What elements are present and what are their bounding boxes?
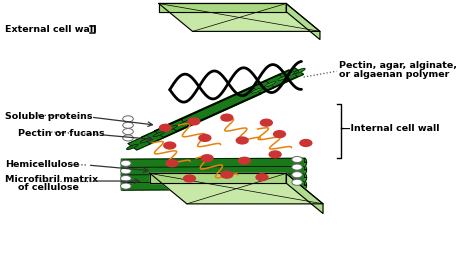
Circle shape <box>120 176 131 182</box>
Circle shape <box>292 172 302 178</box>
Polygon shape <box>180 121 191 126</box>
Circle shape <box>188 119 200 125</box>
Text: or algaenan polymer: or algaenan polymer <box>339 69 449 78</box>
Circle shape <box>159 125 171 132</box>
Polygon shape <box>141 82 274 144</box>
Circle shape <box>123 135 133 141</box>
Polygon shape <box>166 126 178 131</box>
Polygon shape <box>150 174 323 204</box>
Polygon shape <box>121 167 123 175</box>
Circle shape <box>201 155 213 162</box>
Text: Pectin, agar, alginate,: Pectin, agar, alginate, <box>339 61 457 70</box>
Polygon shape <box>251 89 263 94</box>
Polygon shape <box>159 5 286 12</box>
Polygon shape <box>264 82 276 88</box>
Circle shape <box>238 158 250 165</box>
Circle shape <box>292 164 302 170</box>
Polygon shape <box>278 76 289 81</box>
Circle shape <box>120 183 131 189</box>
Text: Soluble proteins: Soluble proteins <box>5 111 92 120</box>
Circle shape <box>236 137 248 144</box>
Polygon shape <box>286 174 323 214</box>
Circle shape <box>120 161 131 167</box>
Circle shape <box>221 115 233 122</box>
Circle shape <box>256 174 268 181</box>
Circle shape <box>260 120 272 127</box>
Polygon shape <box>121 166 305 175</box>
Circle shape <box>166 160 178 167</box>
Circle shape <box>183 175 195 182</box>
Polygon shape <box>305 181 307 189</box>
Polygon shape <box>153 132 164 137</box>
Circle shape <box>199 135 211 142</box>
Polygon shape <box>159 5 320 32</box>
Circle shape <box>300 140 312 147</box>
Polygon shape <box>168 71 297 132</box>
Circle shape <box>123 116 133 122</box>
Polygon shape <box>121 175 123 183</box>
Text: of cellulose: of cellulose <box>18 183 79 192</box>
Circle shape <box>292 180 302 186</box>
Polygon shape <box>121 160 123 168</box>
Polygon shape <box>287 71 299 76</box>
Polygon shape <box>305 158 307 167</box>
Polygon shape <box>155 75 288 138</box>
Polygon shape <box>294 69 305 74</box>
Text: Microfibril matrix: Microfibril matrix <box>5 174 98 183</box>
Circle shape <box>221 172 233 178</box>
Text: Hemicellulose: Hemicellulose <box>5 159 80 168</box>
Polygon shape <box>128 88 261 150</box>
Circle shape <box>292 157 302 163</box>
Polygon shape <box>150 174 286 183</box>
Polygon shape <box>121 174 305 183</box>
Circle shape <box>123 129 133 135</box>
Polygon shape <box>305 166 307 174</box>
Circle shape <box>273 131 285 138</box>
Polygon shape <box>286 5 320 40</box>
Polygon shape <box>127 145 138 150</box>
Polygon shape <box>121 182 123 190</box>
Text: External cell wall: External cell wall <box>5 25 97 34</box>
Circle shape <box>164 142 176 149</box>
Circle shape <box>123 123 133 129</box>
Polygon shape <box>181 69 304 126</box>
Circle shape <box>120 168 131 174</box>
Circle shape <box>269 151 281 158</box>
Polygon shape <box>140 138 151 144</box>
Polygon shape <box>305 174 307 182</box>
Polygon shape <box>121 181 305 190</box>
Polygon shape <box>121 158 305 168</box>
Text: —Internal cell wall: —Internal cell wall <box>341 124 439 133</box>
Text: Pectin or fucans: Pectin or fucans <box>18 128 105 137</box>
